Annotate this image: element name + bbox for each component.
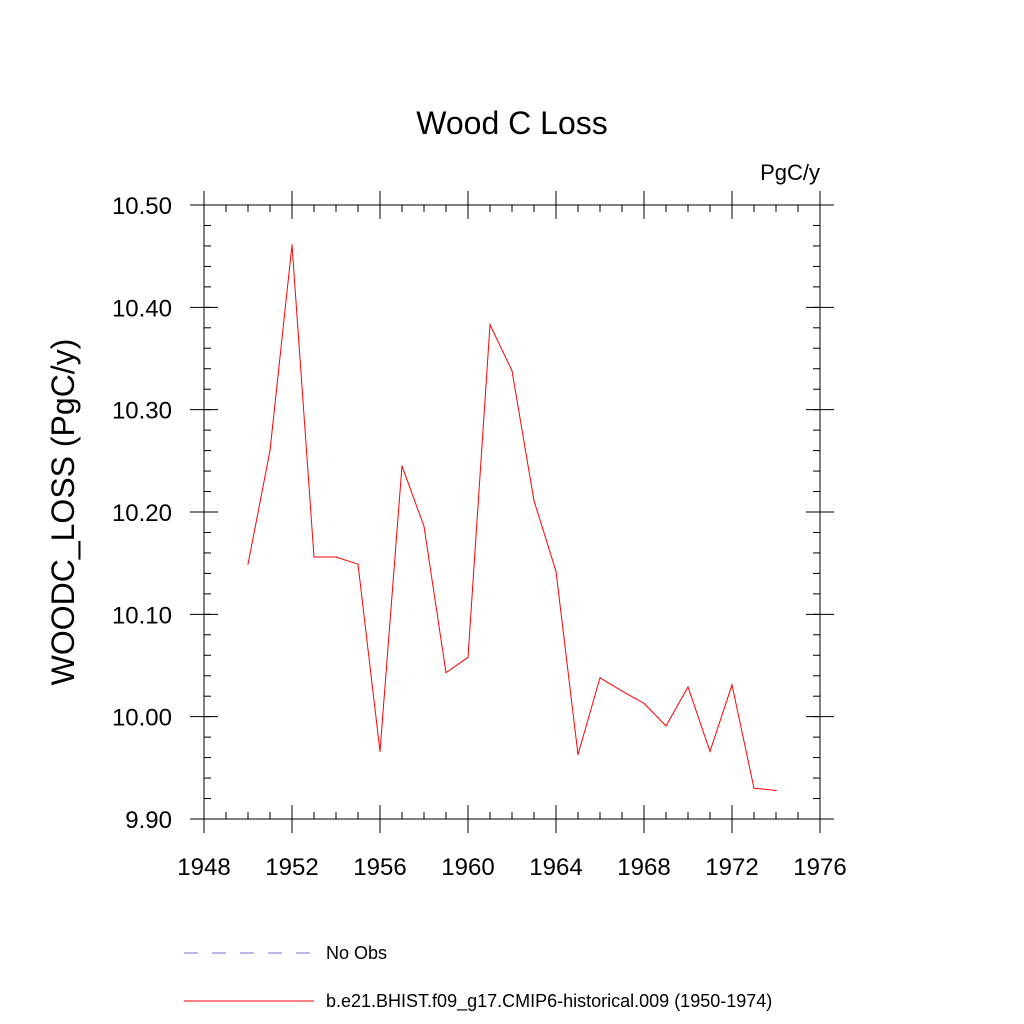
series-lines: [247, 244, 777, 791]
series-point: [357, 563, 359, 565]
series-point: [731, 684, 733, 686]
series-point: [599, 677, 601, 679]
y-tick-label: 10.00: [112, 705, 172, 732]
chart-title: Wood C Loss: [416, 105, 608, 141]
y-tick-label: 10.40: [112, 295, 172, 322]
x-tick-label: 1956: [353, 854, 406, 881]
series-point: [291, 244, 293, 246]
y-tick-label: 10.20: [112, 500, 172, 527]
x-tick-label: 1960: [441, 854, 494, 881]
x-tick-label: 1968: [617, 854, 670, 881]
series-point: [445, 672, 447, 674]
series-point: [753, 787, 755, 789]
x-tick-labels: 1948 1952 1956 1960 1964 1968 1972 1976: [177, 854, 846, 881]
x-tick-label: 1972: [705, 854, 758, 881]
y-tick-label: 10.10: [112, 602, 172, 629]
x-tick-label: 1976: [793, 854, 846, 881]
series-point: [401, 465, 403, 467]
series-point: [335, 556, 337, 558]
series-line: [247, 244, 777, 791]
series-point: [489, 324, 491, 326]
series-point: [467, 656, 469, 658]
legend-label-historical: b.e21.BHIST.f09_g17.CMIP6-historical.009…: [326, 991, 772, 1012]
series-point: [665, 725, 667, 727]
series-point: [621, 690, 623, 692]
y-tick-label: 9.90: [125, 807, 172, 834]
series-point: [709, 750, 711, 753]
units-label: PgC/y: [760, 160, 820, 185]
x-tick-label: 1952: [265, 854, 318, 881]
series-point: [379, 750, 381, 753]
series-point: [577, 753, 579, 756]
series-point: [511, 370, 513, 372]
series-point: [533, 500, 535, 502]
series-point: [423, 525, 425, 527]
series-point: [269, 450, 271, 452]
plot-frame: [203, 204, 821, 820]
y-tick-labels: 9.90 10.00 10.10 10.20 10.30 10.40 10.50: [112, 193, 172, 834]
series-point: [687, 686, 689, 688]
y-tick-label: 10.30: [112, 398, 172, 425]
series-point: [643, 702, 645, 704]
legend-label-no-obs: No Obs: [326, 943, 387, 963]
legend: No Obs b.e21.BHIST.f09_g17.CMIP6-histori…: [184, 943, 772, 1012]
y-axis-label: WOODC_LOSS (PgC/y): [45, 339, 81, 686]
series-point: [313, 556, 315, 558]
series-point: [555, 570, 557, 572]
series-point: [247, 563, 249, 565]
x-tick-label: 1964: [529, 854, 582, 881]
axis-ticks: [190, 191, 834, 833]
x-tick-label: 1948: [177, 854, 230, 881]
series-point: [775, 789, 777, 791]
y-tick-label: 10.50: [112, 193, 172, 220]
